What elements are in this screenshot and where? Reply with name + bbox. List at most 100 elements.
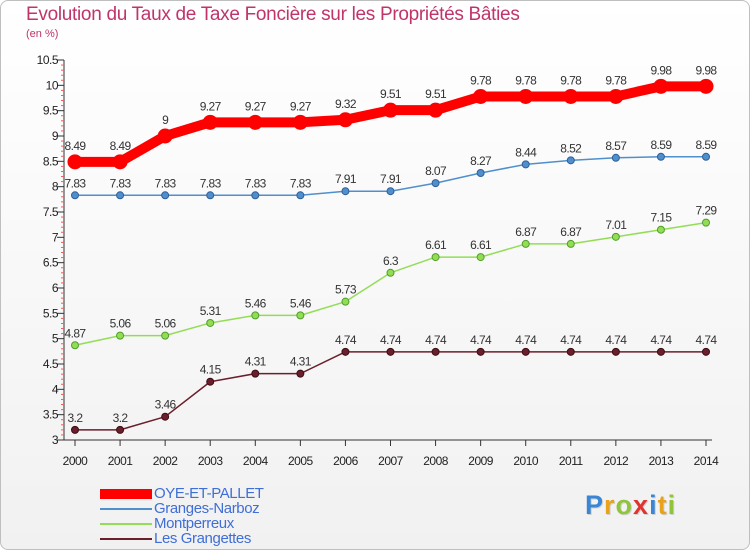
data-label-les-grangettes: 4.74: [380, 333, 402, 347]
logo-letter: o: [615, 490, 634, 520]
data-point-montperreux: [161, 331, 170, 340]
data-label-les-grangettes: 4.74: [650, 333, 672, 347]
x-tick-label: 2003: [198, 454, 224, 468]
data-label-montperreux: 6.87: [515, 225, 537, 239]
data-label-montperreux: 7.15: [650, 211, 672, 225]
data-point-les-grangettes: [431, 347, 440, 356]
data-label-granges-narboz: 7.83: [200, 176, 222, 190]
legend-label: Montperreux: [154, 515, 234, 532]
data-point-montperreux: [611, 232, 620, 241]
y-tick-label: 3.5: [43, 408, 59, 422]
data-point-montperreux: [702, 218, 710, 227]
logo-letter: i: [649, 490, 658, 520]
x-tick-label: 2009: [468, 454, 494, 468]
data-point-granges-narboz: [251, 191, 260, 200]
data-point-oye-et-pallet: [473, 88, 489, 104]
data-point-les-grangettes: [702, 347, 710, 356]
data-label-les-grangettes: 4.74: [605, 333, 627, 347]
data-label-oye-et-pallet: 9.78: [605, 73, 627, 87]
data-label-les-grangettes: 3.46: [155, 398, 177, 412]
data-point-les-grangettes: [71, 425, 79, 434]
data-point-les-grangettes: [611, 347, 620, 356]
legend-item-oye-et-pallet[interactable]: OYE-ET-PALLET: [100, 485, 264, 502]
data-point-granges-narboz: [702, 152, 710, 161]
data-point-montperreux: [296, 311, 305, 320]
data-point-oye-et-pallet: [608, 88, 624, 104]
data-label-les-grangettes: 4.31: [245, 355, 267, 369]
x-tick-label: 2011: [559, 454, 584, 468]
data-point-oye-et-pallet: [653, 78, 669, 94]
data-point-granges-narboz: [341, 187, 350, 196]
data-label-montperreux: 6.87: [560, 225, 582, 239]
x-tick-label: 2001: [108, 454, 134, 468]
data-point-granges-narboz: [206, 191, 215, 200]
data-point-les-grangettes: [161, 412, 170, 421]
y-tick-label: 4.5: [43, 357, 59, 371]
data-label-montperreux: 5.46: [290, 296, 312, 310]
data-label-granges-narboz: 7.83: [290, 176, 312, 190]
data-point-granges-narboz: [521, 160, 530, 169]
data-point-oye-et-pallet: [247, 114, 263, 130]
y-tick-label: 10.5: [37, 53, 59, 67]
y-tick-label: 10: [46, 78, 59, 92]
data-point-montperreux: [386, 268, 395, 277]
data-point-les-grangettes: [206, 377, 215, 386]
data-label-montperreux: 5.73: [335, 283, 357, 297]
x-tick-label: 2005: [288, 454, 314, 468]
data-label-oye-et-pallet: 8.49: [65, 139, 87, 153]
data-label-montperreux: 5.06: [155, 317, 177, 331]
data-point-montperreux: [476, 253, 485, 262]
y-tick-label: 9.5: [43, 104, 59, 118]
data-label-les-grangettes: 4.74: [335, 333, 357, 347]
series-lines: [67, 78, 714, 434]
legend-item-granges-narboz[interactable]: Granges-Narboz: [100, 500, 264, 517]
data-label-granges-narboz: 7.83: [110, 176, 132, 190]
data-label-les-grangettes: 4.74: [696, 333, 718, 347]
legend-item-les-grangettes[interactable]: Les Grangettes: [100, 530, 264, 547]
legend-label: Les Grangettes: [154, 530, 251, 547]
y-tick-label: 8: [52, 180, 59, 194]
data-point-granges-narboz: [566, 156, 575, 165]
data-label-les-grangettes: 3.2: [68, 411, 84, 425]
data-label-granges-narboz: 7.83: [155, 176, 177, 190]
x-tick-label: 2012: [604, 454, 630, 468]
data-label-les-grangettes: 4.15: [200, 363, 222, 377]
y-tick-label: 7: [52, 230, 59, 244]
data-point-les-grangettes: [566, 347, 575, 356]
legend-label: OYE-ET-PALLET: [154, 485, 264, 502]
data-point-montperreux: [566, 239, 575, 248]
data-point-les-grangettes: [476, 347, 485, 356]
y-tick-label: 6: [52, 281, 59, 295]
data-point-montperreux: [116, 331, 125, 340]
data-point-oye-et-pallet: [698, 78, 714, 94]
data-point-granges-narboz: [116, 191, 125, 200]
x-tick-label: 2004: [243, 454, 269, 468]
y-tick-label: 6.5: [43, 256, 59, 270]
data-label-montperreux: 7.29: [696, 204, 718, 218]
data-label-les-grangettes: 4.74: [470, 333, 492, 347]
chart-subtitle: (en %): [26, 28, 59, 40]
data-label-montperreux: 6.3: [383, 254, 399, 268]
data-label-montperreux: 5.46: [245, 296, 267, 310]
legend-label: Granges-Narboz: [154, 500, 260, 517]
data-point-oye-et-pallet: [518, 88, 534, 104]
y-tick-label: 5.5: [43, 306, 59, 320]
x-tick-label: 2006: [333, 454, 359, 468]
y-tick-label: 9: [52, 129, 59, 143]
data-label-granges-narboz: 7.91: [380, 172, 402, 186]
data-point-les-grangettes: [116, 425, 125, 434]
legend-item-montperreux[interactable]: Montperreux: [100, 515, 264, 532]
data-label-oye-et-pallet: 9.51: [380, 87, 402, 101]
data-label-les-grangettes: 3.2: [113, 411, 129, 425]
data-label-granges-narboz: 8.57: [605, 139, 627, 153]
legend-swatch: [100, 488, 152, 499]
data-label-granges-narboz: 7.83: [245, 176, 267, 190]
proxiti-logo: Proxiti: [585, 490, 676, 521]
x-tick-label: 2014: [694, 454, 720, 468]
data-label-granges-narboz: 7.83: [65, 176, 87, 190]
data-point-montperreux: [251, 311, 260, 320]
legend-swatch: [100, 507, 152, 510]
x-tick-label: 2010: [513, 454, 539, 468]
